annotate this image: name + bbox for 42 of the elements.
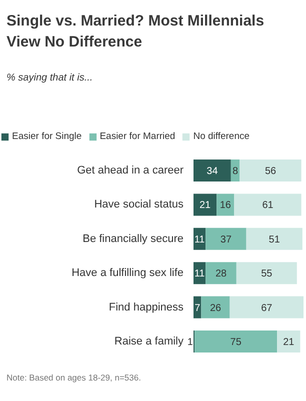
bar — [206, 228, 246, 250]
data-label: 55 — [261, 268, 273, 280]
y-tick-label: Be financially secure — [82, 232, 184, 245]
y-tick-label: Have a fulfilling sex life — [72, 267, 184, 280]
data-label: 61 — [262, 200, 274, 212]
y-tick-label: Have social status — [94, 198, 184, 211]
data-label: 1 — [187, 337, 194, 348]
chart-title: Single vs. Married? Most Millennials View No Difference — [6, 12, 264, 50]
bar — [246, 228, 302, 250]
bar — [240, 160, 302, 182]
data-label: 56 — [264, 166, 276, 177]
legend-label: No difference — [193, 131, 250, 142]
bar — [194, 160, 231, 182]
data-label: 28 — [215, 268, 227, 280]
bar — [194, 194, 217, 216]
bar — [230, 296, 304, 318]
text: % saying that it is... — [6, 72, 93, 84]
y-tick-label: Find happiness — [108, 301, 184, 314]
data-label: 75 — [230, 337, 242, 348]
bar — [236, 262, 297, 284]
data-label: 51 — [268, 234, 280, 246]
bar — [194, 330, 278, 352]
bar — [277, 330, 300, 352]
legend-label: Easier for Married — [100, 131, 176, 142]
data-label: 67 — [261, 302, 273, 314]
bar — [206, 262, 236, 284]
bar — [201, 296, 230, 318]
text: Note: Based on ages 18-29, n=536. — [6, 372, 141, 382]
data-label: 26 — [210, 302, 222, 314]
data-label: 7 — [194, 302, 201, 314]
y-tick-label: Raise a family — [114, 336, 184, 348]
data-label: 11 — [194, 234, 206, 246]
data-label: 37 — [220, 234, 232, 246]
data-label: 8 — [232, 166, 239, 177]
data-label: 11 — [194, 268, 206, 280]
legend-label: Easier for Single — [12, 131, 82, 142]
y-tick-label: Get ahead in a career — [77, 164, 184, 176]
bar — [234, 194, 302, 216]
data-label: 34 — [206, 166, 218, 177]
data-label: 16 — [220, 200, 232, 212]
data-label: 21 — [199, 200, 212, 212]
data-label: 21 — [283, 337, 295, 348]
